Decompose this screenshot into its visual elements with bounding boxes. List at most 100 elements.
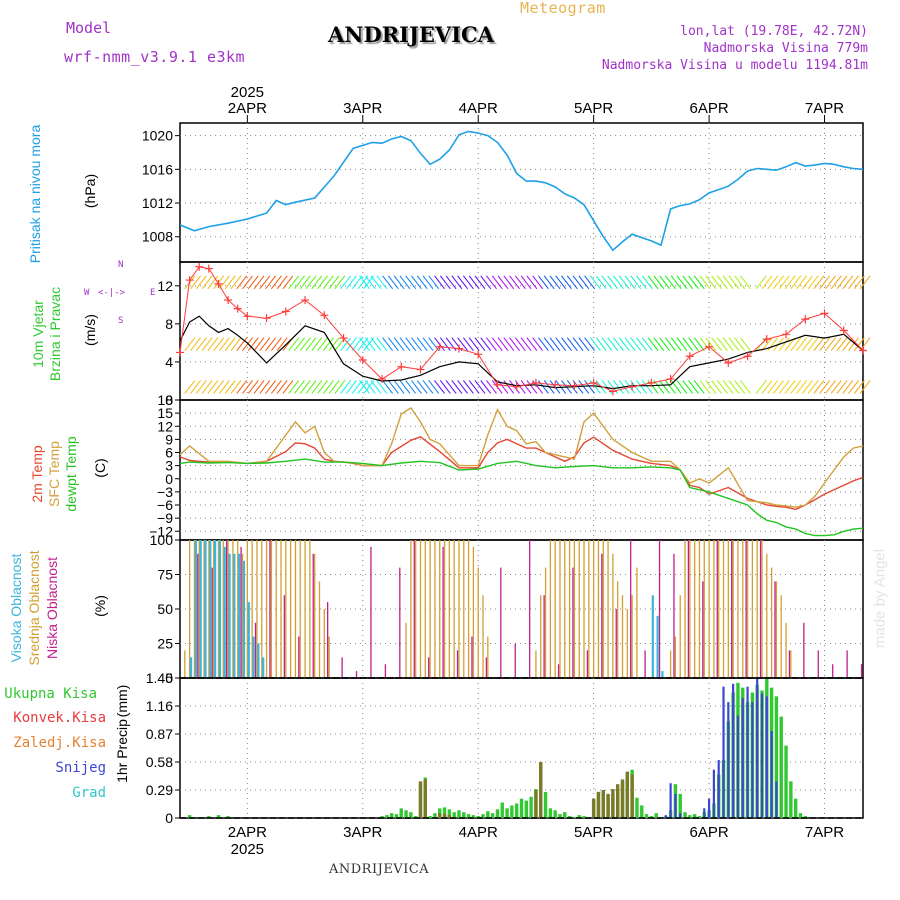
- wind-barb: [584, 275, 596, 290]
- precip-total-bar: [380, 816, 384, 818]
- wind-barb: [428, 380, 440, 394]
- wind-barb: [294, 380, 305, 394]
- gust-marker: [647, 378, 656, 387]
- wind-barb: [213, 380, 225, 394]
- wind-barb: [370, 380, 382, 394]
- wind-barb: [613, 275, 624, 290]
- wind-barb: [474, 337, 486, 351]
- wind-barb: [778, 380, 790, 394]
- wind-barb: [659, 337, 671, 351]
- wind-barb: [382, 380, 393, 394]
- wind-barb: [688, 275, 699, 290]
- precip-total-bar: [649, 816, 654, 818]
- wind-barb: [641, 275, 653, 290]
- precip-total-bar: [457, 810, 461, 818]
- wind-barb: [474, 380, 486, 394]
- precip-total-bar: [678, 793, 682, 818]
- precip-convective-bar: [447, 815, 452, 818]
- y-tick-label: 0: [165, 670, 173, 686]
- precip-total-bar: [500, 802, 504, 818]
- wind-barb: [682, 275, 694, 290]
- legend-convective-rain: Konvek.Kisa: [13, 710, 106, 726]
- precip-total-bar: [385, 815, 389, 818]
- wind-barb: [767, 275, 779, 290]
- precip-snow-bar: [770, 731, 773, 818]
- precip-total-bar: [798, 813, 803, 818]
- wind-barb: [486, 275, 497, 290]
- wind-barb: [711, 275, 722, 290]
- precip-total-bar: [476, 816, 480, 818]
- wind-barb: [734, 380, 746, 394]
- wind-barb: [288, 275, 300, 290]
- wind-barb: [364, 275, 376, 290]
- wind-barb: [688, 337, 699, 351]
- precip-total-bar: [187, 815, 192, 818]
- wind-barb: [299, 380, 311, 394]
- wind-barb: [676, 337, 688, 351]
- wind-barb: [618, 275, 630, 290]
- precip-convective-bar: [615, 784, 620, 818]
- top-day-label: 2APR: [228, 100, 267, 117]
- wind-barb: [322, 337, 334, 351]
- temp-sfc-line: [179, 406, 864, 508]
- wind-barb: [486, 380, 497, 394]
- wind-barb: [247, 275, 259, 290]
- wind-barb: [624, 275, 636, 290]
- wind-barb: [636, 275, 647, 290]
- wind-barb: [230, 380, 242, 394]
- wind-compass: W E N S <-|->: [84, 258, 155, 328]
- wind-barb: [503, 337, 515, 351]
- wind-barb: [382, 275, 393, 290]
- precip-snow-bar: [741, 698, 744, 818]
- y-tick-label: 100: [150, 532, 174, 548]
- wind-barb: [195, 275, 207, 290]
- precip-convective-bar: [601, 790, 605, 818]
- wind-barb: [288, 337, 300, 351]
- precip-snow-bar: [775, 781, 778, 818]
- wind-barb: [670, 275, 682, 290]
- precip-snow-bar: [727, 702, 730, 818]
- wind-barb: [259, 275, 271, 290]
- gust-marker: [820, 309, 829, 318]
- wind-barb: [242, 380, 253, 394]
- wind-gust-line: [179, 266, 864, 392]
- wind-barb: [439, 380, 451, 394]
- precip-panel: 0 0.29 0.58 0.87 1.16 1.45: [146, 670, 864, 826]
- y-tick-label: 1012: [142, 195, 173, 211]
- precip-total-bar: [683, 812, 687, 818]
- wind-barb: [359, 337, 370, 351]
- precip-total-bar: [572, 817, 577, 818]
- wind-barb: [520, 275, 532, 290]
- wind-barb: [767, 380, 779, 394]
- wind-barb: [705, 337, 717, 351]
- wind-barb: [716, 337, 728, 351]
- wind-barb: [705, 380, 717, 394]
- altitude-readout: Nadmorska Visina 779m: [703, 41, 868, 56]
- wind-barb: [299, 337, 311, 351]
- gust-marker: [801, 315, 810, 324]
- gust-marker: [512, 382, 521, 391]
- precip-total-bar: [697, 816, 702, 818]
- precip-total-bar: [654, 813, 658, 818]
- gust-marker: [454, 344, 463, 353]
- wind-barb: [376, 275, 388, 290]
- precip-total-bar: [462, 812, 466, 818]
- y-tick-label: 75: [157, 567, 173, 583]
- wind-barb: [340, 337, 352, 351]
- wind-barb: [393, 380, 405, 394]
- precip-total-bar: [452, 812, 456, 818]
- wind-barb: [572, 275, 584, 290]
- wind-barb: [848, 275, 859, 290]
- y-tick-label: 1.16: [146, 698, 173, 714]
- wind-barb: [665, 337, 676, 351]
- wind-barb: [317, 337, 328, 351]
- wind-barb: [184, 337, 196, 351]
- wind-barb: [434, 380, 445, 394]
- precip-total-bar: [404, 810, 408, 818]
- top-year-label: 2025: [231, 84, 264, 101]
- bottom-day-label: 3APR: [343, 824, 382, 841]
- wind-barb: [578, 337, 590, 351]
- wind-barb: [364, 380, 376, 394]
- wind-barb: [665, 380, 676, 394]
